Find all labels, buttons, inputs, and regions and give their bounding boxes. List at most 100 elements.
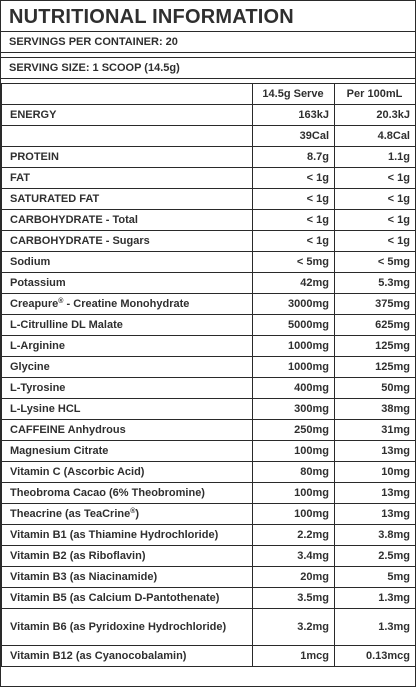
nutrient-name: Vitamin B2 (as Riboflavin) [1, 545, 253, 567]
table-row: Vitamin B1 (as Thiamine Hydrochloride) 2.… [1, 524, 416, 546]
per100-value: 38mg [334, 398, 416, 420]
serve-value: 20mg [252, 566, 335, 588]
nutrient-name: Vitamin B1 (as Thiamine Hydrochloride) [1, 524, 253, 546]
serve-value: 39Cal [252, 125, 335, 147]
serve-value: < 1g [252, 167, 335, 189]
serve-value: 3.5mg [252, 587, 335, 609]
per100-value: 5mg [334, 566, 416, 588]
nutrient-name: CAFFEINE Anhydrous [1, 419, 253, 441]
serve-value: 2.2mg [252, 524, 335, 546]
per100-value: 31mg [334, 419, 416, 441]
serve-value: < 1g [252, 188, 335, 210]
serve-value: 100mg [252, 440, 335, 462]
nutrient-name [1, 125, 253, 147]
per100-value: 3.8mg [334, 524, 416, 546]
per100-value: 20.3kJ [334, 104, 416, 126]
table-row: Creapure® - Creatine Monohydrate 3000mg 37… [1, 293, 416, 315]
serve-value: 400mg [252, 377, 335, 399]
per100-value: 5.3mg [334, 272, 416, 294]
table-row: ENERGY 163kJ 20.3kJ [1, 104, 416, 126]
serve-value: 300mg [252, 398, 335, 420]
nutrient-name: Theobroma Cacao (6% Theobromine) [1, 482, 253, 504]
per100-value: 1.3mg [334, 608, 416, 646]
table-header-row: 14.5g Serve Per 100mL [1, 83, 416, 105]
table-row: Vitamin B6 (as Pyridoxine Hydrochloride)… [1, 608, 416, 646]
table-row: PROTEIN 8.7g 1.1g [1, 146, 416, 168]
per100-value: 125mg [334, 356, 416, 378]
serve-value: 1000mg [252, 335, 335, 357]
nutrient-name: Glycine [1, 356, 253, 378]
nutrient-name: CARBOHYDRATE - Sugars [1, 230, 253, 252]
nutrient-name: SATURATED FAT [1, 188, 253, 210]
serve-value: 100mg [252, 503, 335, 525]
table-row: L-Lysine HCL 300mg 38mg [1, 398, 416, 420]
per100-value: 1.1g [334, 146, 416, 168]
nutrition-table: 14.5g Serve Per 100mL ENERGY 163kJ 20.3kJ 3… [1, 83, 416, 667]
serve-value: < 5mg [252, 251, 335, 273]
serve-value: 1mcg [252, 645, 335, 667]
nutrient-name: PROTEIN [1, 146, 253, 168]
serving-size: SERVING SIZE: 1 SCOOP (14.5g) [1, 57, 415, 79]
serve-value: 5000mg [252, 314, 335, 336]
per100-value: 13mg [334, 440, 416, 462]
table-row: Potassium 42mg 5.3mg [1, 272, 416, 294]
per100-value: 375mg [334, 293, 416, 315]
table-row: CARBOHYDRATE - Total < 1g < 1g [1, 209, 416, 231]
per100-value: 10mg [334, 461, 416, 483]
table-row: Theobroma Cacao (6% Theobromine) 100mg 13m… [1, 482, 416, 504]
nutrient-name: Magnesium Citrate [1, 440, 253, 462]
nutrient-name: CARBOHYDRATE - Total [1, 209, 253, 231]
serve-value: 250mg [252, 419, 335, 441]
serve-value: 163kJ [252, 104, 335, 126]
table-row: L-Citrulline DL Malate 5000mg 625mg [1, 314, 416, 336]
nutrient-name: L-Tyrosine [1, 377, 253, 399]
registered-mark: ® [130, 508, 136, 515]
header-per100: Per 100mL [334, 83, 416, 105]
per100-value: 625mg [334, 314, 416, 336]
nutrient-name: FAT [1, 167, 253, 189]
per100-value: 4.8Cal [334, 125, 416, 147]
table-row: 39Cal 4.8Cal [1, 125, 416, 147]
per100-value: 1.3mg [334, 587, 416, 609]
nutrient-name: Theacrine (as TeaCrine®) [1, 503, 253, 525]
table-row: SATURATED FAT < 1g < 1g [1, 188, 416, 210]
table-row: Glycine 1000mg 125mg [1, 356, 416, 378]
per100-value: < 1g [334, 209, 416, 231]
per100-value: 2.5mg [334, 545, 416, 567]
per100-value: < 5mg [334, 251, 416, 273]
table-row: L-Arginine 1000mg 125mg [1, 335, 416, 357]
table-row: Sodium < 5mg < 5mg [1, 251, 416, 273]
per100-value: 13mg [334, 503, 416, 525]
table-row: FAT < 1g < 1g [1, 167, 416, 189]
nutrient-name: ENERGY [1, 104, 253, 126]
serve-value: 3.4mg [252, 545, 335, 567]
serve-value: 3.2mg [252, 608, 335, 646]
nutrient-name: Vitamin B12 (as Cyanocobalamin) [1, 645, 253, 667]
table-row: CAFFEINE Anhydrous 250mg 31mg [1, 419, 416, 441]
table-row: Vitamin B12 (as Cyanocobalamin) 1mcg 0.13m… [1, 645, 416, 667]
header-nutrient [1, 83, 253, 105]
per100-value: 13mg [334, 482, 416, 504]
nutrient-name: Vitamin B3 (as Niacinamide) [1, 566, 253, 588]
table-row: Vitamin C (Ascorbic Acid) 80mg 10mg [1, 461, 416, 483]
registered-mark: ® [58, 298, 64, 305]
serve-value: < 1g [252, 209, 335, 231]
header-serve: 14.5g Serve [252, 83, 335, 105]
nutrient-name: Potassium [1, 272, 253, 294]
per100-value: 0.13mcg [334, 645, 416, 667]
panel-title: NUTRITIONAL INFORMATION [1, 1, 415, 32]
nutrient-name: Vitamin B5 (as Calcium D-Pantothenate) [1, 587, 253, 609]
nutrient-name: Creapure® - Creatine Monohydrate [1, 293, 253, 315]
per100-value: 50mg [334, 377, 416, 399]
table-row: Vitamin B5 (as Calcium D-Pantothenate) 3.… [1, 587, 416, 609]
nutrient-name: L-Lysine HCL [1, 398, 253, 420]
per100-value: < 1g [334, 230, 416, 252]
table-row: Magnesium Citrate 100mg 13mg [1, 440, 416, 462]
nutrient-name: L-Arginine [1, 335, 253, 357]
serve-value: 80mg [252, 461, 335, 483]
per100-value: < 1g [334, 188, 416, 210]
nutrient-name: Sodium [1, 251, 253, 273]
serve-value: 1000mg [252, 356, 335, 378]
per100-value: 125mg [334, 335, 416, 357]
